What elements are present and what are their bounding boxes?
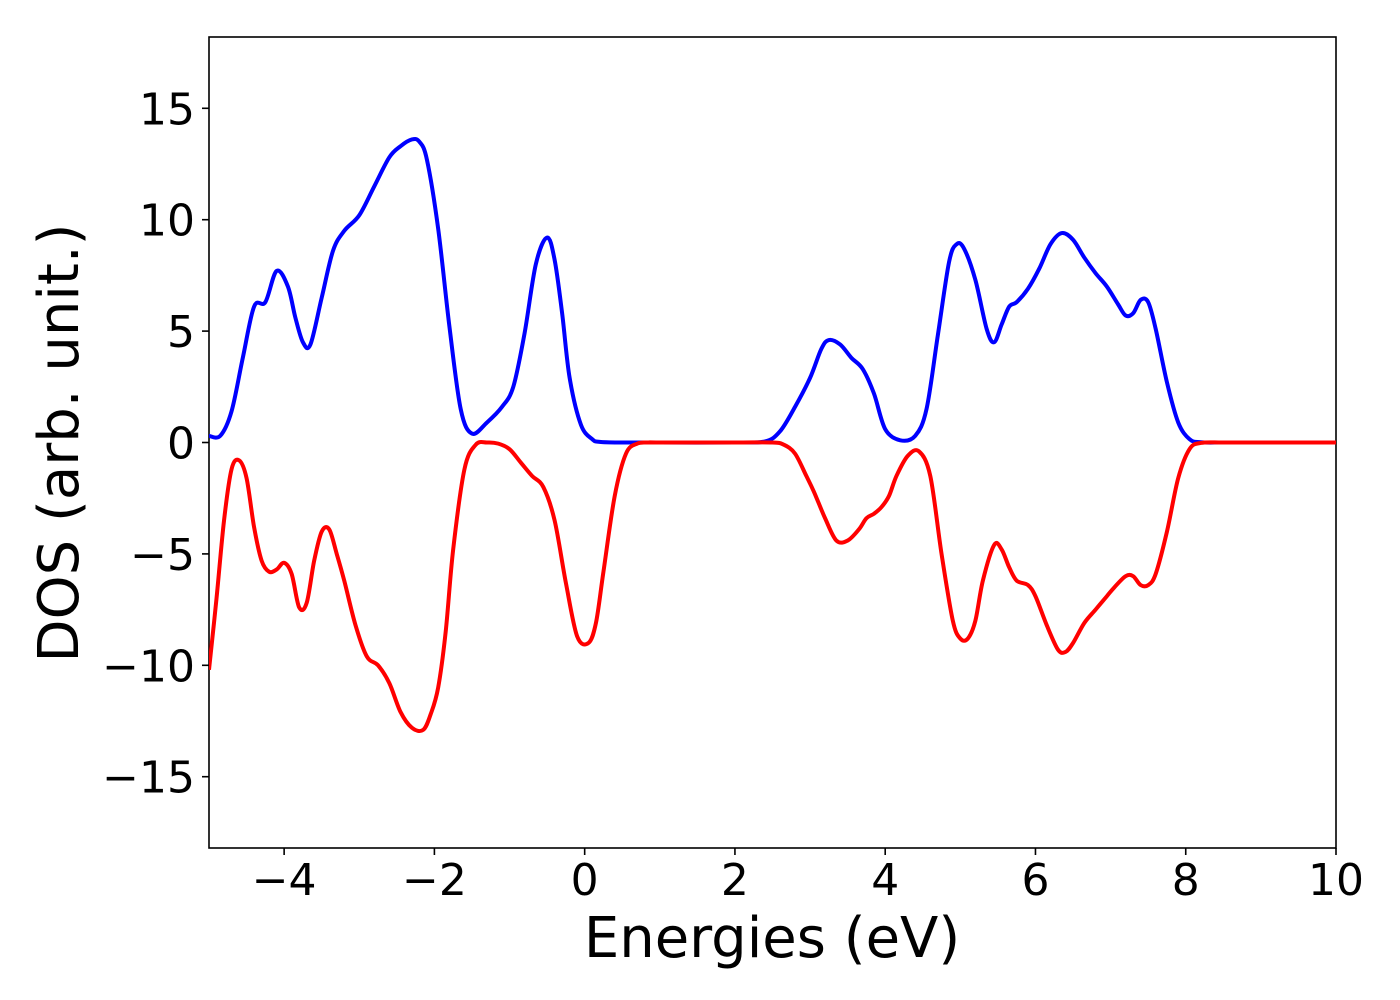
x-tick-label: 4 xyxy=(871,855,899,906)
y-axis-ticks: 15 10 5 0 −5 −10 −15 xyxy=(102,84,209,804)
x-axis-ticks: −4 −2 0 2 4 6 8 10 xyxy=(252,848,1364,906)
y-tick-label: −10 xyxy=(102,641,195,692)
x-tick-label: 2 xyxy=(721,855,749,906)
y-tick-label: 15 xyxy=(139,84,195,135)
x-tick-label: 6 xyxy=(1021,855,1049,906)
x-tick-label: −4 xyxy=(252,855,317,906)
series-line-1 xyxy=(209,136,1336,445)
x-tick-label: 0 xyxy=(571,855,599,906)
series-layer xyxy=(209,136,1336,733)
series-line-2 xyxy=(209,440,1336,733)
x-tick-label: 10 xyxy=(1308,855,1364,906)
x-tick-label: −2 xyxy=(402,855,467,906)
y-tick-label: −5 xyxy=(130,530,195,581)
x-axis-label: Energies (eV) xyxy=(584,906,960,971)
y-tick-label: 0 xyxy=(167,419,195,470)
y-tick-label: −15 xyxy=(102,753,195,804)
y-axis-label: DOS (arb. unit.) xyxy=(27,223,92,662)
y-tick-label: 5 xyxy=(167,307,195,358)
y-tick-label: 10 xyxy=(139,196,195,247)
x-tick-label: 8 xyxy=(1172,855,1200,906)
plot-area: −4 −2 0 2 4 6 8 10 15 10 5 0 −5 −10 −15 xyxy=(102,36,1364,906)
